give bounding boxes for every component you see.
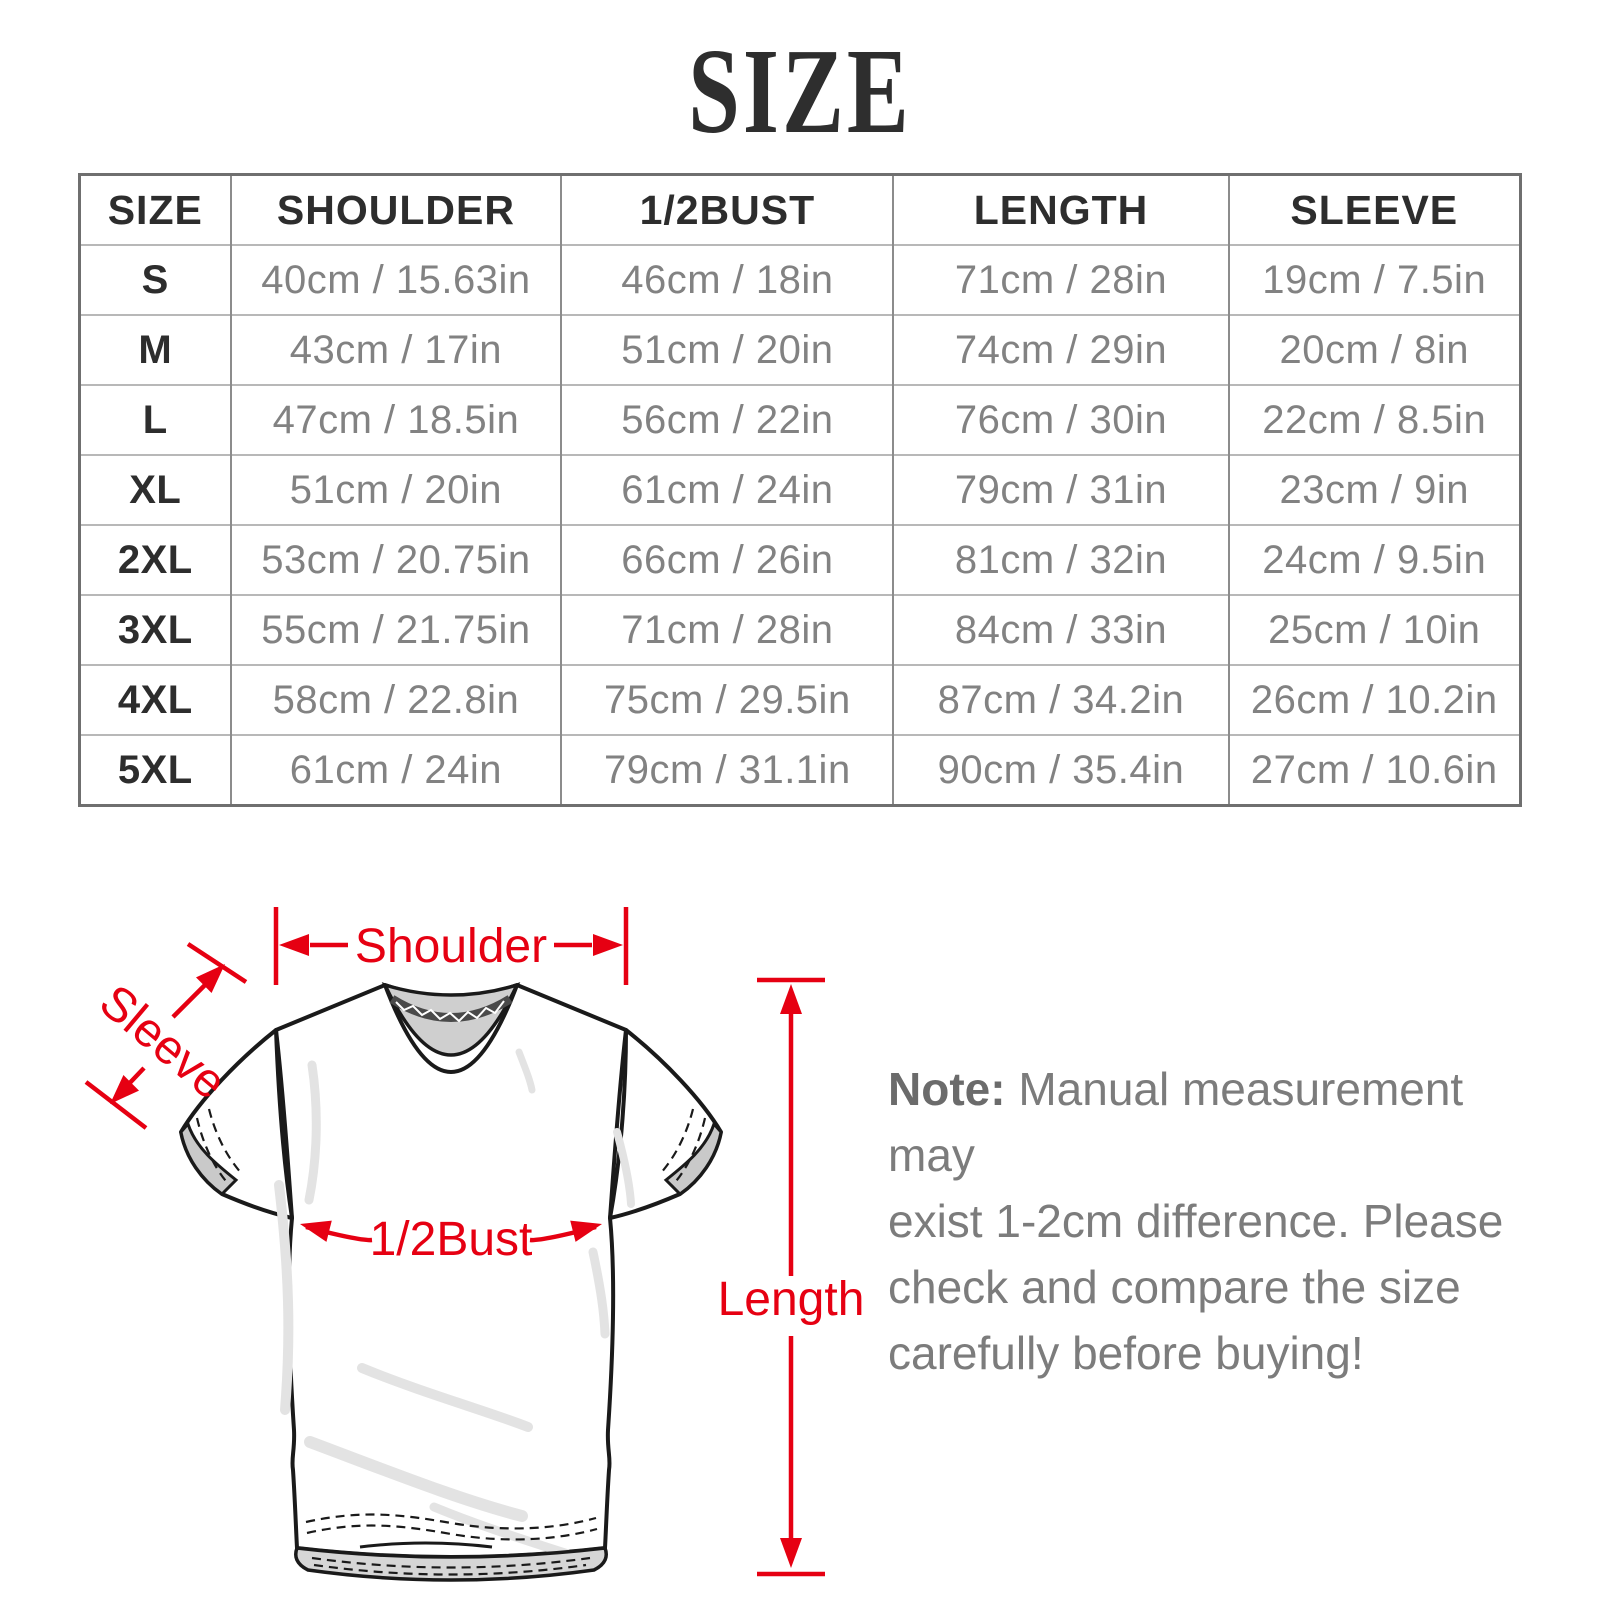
sleeve-tick-lower	[84, 1080, 148, 1130]
length-value: 90cm / 35.4in	[892, 734, 1229, 804]
note-line: carefully before buying!	[888, 1327, 1364, 1379]
bust-value: 61cm / 24in	[560, 454, 894, 525]
table-row-l: L 47cm / 18.5in 56cm / 22in 76cm / 30in …	[81, 384, 1519, 455]
bust-value: 56cm / 22in	[560, 384, 894, 455]
col-header-bust: 1/2BUST	[560, 176, 894, 245]
col-header-sleeve: SLEEVE	[1227, 176, 1519, 245]
table-row-3xl: 3XL 55cm / 21.75in 71cm / 28in 84cm / 33…	[81, 594, 1519, 665]
sleeve-value: 25cm / 10in	[1227, 594, 1519, 665]
bust-value: 71cm / 28in	[560, 594, 894, 665]
note-label: Note:	[888, 1063, 1006, 1115]
tshirt-measurement-diagram: Shoulder 1/2Bust Length Sleeve	[84, 907, 865, 1582]
shoulder-measure-label: Shoulder	[355, 920, 547, 973]
note-line: check and compare the size	[888, 1261, 1461, 1313]
sleeve-value: 22cm / 8.5in	[1227, 384, 1519, 455]
measurement-lines	[84, 907, 825, 1577]
measurement-arrowheads	[110, 934, 802, 1568]
collar-tape-band	[389, 995, 513, 1022]
length-value: 81cm / 32in	[892, 524, 1229, 595]
size-label: L	[81, 384, 231, 455]
collar-zigzag-stitch	[395, 1000, 505, 1023]
collar-outer-band	[383, 984, 519, 1074]
bust-value: 66cm / 26in	[560, 524, 894, 595]
size-label: 3XL	[81, 594, 231, 665]
page-title-text: SIZE	[688, 24, 912, 159]
page-title: SIZE	[0, 22, 1600, 162]
size-table-wrapper: SIZE SHOULDER 1/2BUST LENGTH SLEEVE S 40…	[78, 173, 1522, 807]
sleeve-measure-label: Sleeve	[89, 975, 235, 1110]
table-row-m: M 43cm / 17in 51cm / 20in 74cm / 29in 20…	[81, 314, 1519, 385]
table-row-2xl: 2XL 53cm / 20.75in 66cm / 26in 81cm / 32…	[81, 524, 1519, 595]
table-row-xl: XL 51cm / 20in 61cm / 24in 79cm / 31in 2…	[81, 454, 1519, 525]
shoulder-value: 51cm / 20in	[229, 454, 562, 525]
shoulder-value: 47cm / 18.5in	[229, 384, 562, 455]
length-value: 87cm / 34.2in	[892, 664, 1229, 735]
shoulder-value: 53cm / 20.75in	[229, 524, 562, 595]
table-row-4xl: 4XL 58cm / 22.8in 75cm / 29.5in 87cm / 3…	[81, 664, 1519, 735]
size-label: M	[81, 314, 231, 385]
length-value: 79cm / 31in	[892, 454, 1229, 525]
sleeve-value: 20cm / 8in	[1227, 314, 1519, 385]
shoulder-value: 61cm / 24in	[229, 734, 562, 804]
shoulder-value: 55cm / 21.75in	[229, 594, 562, 665]
length-value: 76cm / 30in	[892, 384, 1229, 455]
table-row-s: S 40cm / 15.63in 46cm / 18in 71cm / 28in…	[81, 244, 1519, 315]
shoulder-value: 40cm / 15.63in	[229, 244, 562, 315]
size-label: 4XL	[81, 664, 231, 735]
length-value: 84cm / 33in	[892, 594, 1229, 665]
bust-value: 51cm / 20in	[560, 314, 894, 385]
sleeve-value: 26cm / 10.2in	[1227, 664, 1519, 735]
sleeve-value: 19cm / 7.5in	[1227, 244, 1519, 315]
col-header-size: SIZE	[107, 186, 203, 233]
table-header-row: SIZE SHOULDER 1/2BUST LENGTH SLEEVE	[81, 176, 1519, 245]
bust-value: 75cm / 29.5in	[560, 664, 894, 735]
shoulder-value: 58cm / 22.8in	[229, 664, 562, 735]
col-header-shoulder: SHOULDER	[229, 176, 562, 245]
bust-measure-label: 1/2Bust	[370, 1213, 533, 1266]
col-header-length: LENGTH	[892, 176, 1229, 245]
sleeve-value: 23cm / 9in	[1227, 454, 1519, 525]
bust-value: 79cm / 31.1in	[560, 734, 894, 804]
size-table: SIZE SHOULDER 1/2BUST LENGTH SLEEVE S 40…	[81, 176, 1519, 804]
table-row-5xl: 5XL 61cm / 24in 79cm / 31.1in 90cm / 35.…	[81, 734, 1519, 804]
size-label: XL	[81, 454, 231, 525]
fabric-wrinkles	[274, 1048, 635, 1559]
size-label: 2XL	[81, 524, 231, 595]
sleeve-value: 27cm / 10.6in	[1227, 734, 1519, 804]
note-line: Note: Manual measurement may	[888, 1063, 1464, 1181]
length-value: 71cm / 28in	[892, 244, 1229, 315]
sleeve-value: 24cm / 9.5in	[1227, 524, 1519, 595]
sleeve-tick-upper	[186, 942, 248, 984]
note-block: Note: Manual measurement may exist 1-2cm…	[888, 1056, 1513, 1386]
stitch-lines	[195, 1108, 707, 1576]
shoulder-value: 43cm / 17in	[229, 314, 562, 385]
note-line: exist 1-2cm difference. Please	[888, 1195, 1504, 1247]
length-value: 74cm / 29in	[892, 314, 1229, 385]
length-measure-label: Length	[718, 1273, 865, 1326]
bust-value: 46cm / 18in	[560, 244, 894, 315]
size-label: S	[81, 244, 231, 315]
hem-fold-line	[359, 1541, 493, 1549]
size-label: 5XL	[81, 734, 231, 804]
